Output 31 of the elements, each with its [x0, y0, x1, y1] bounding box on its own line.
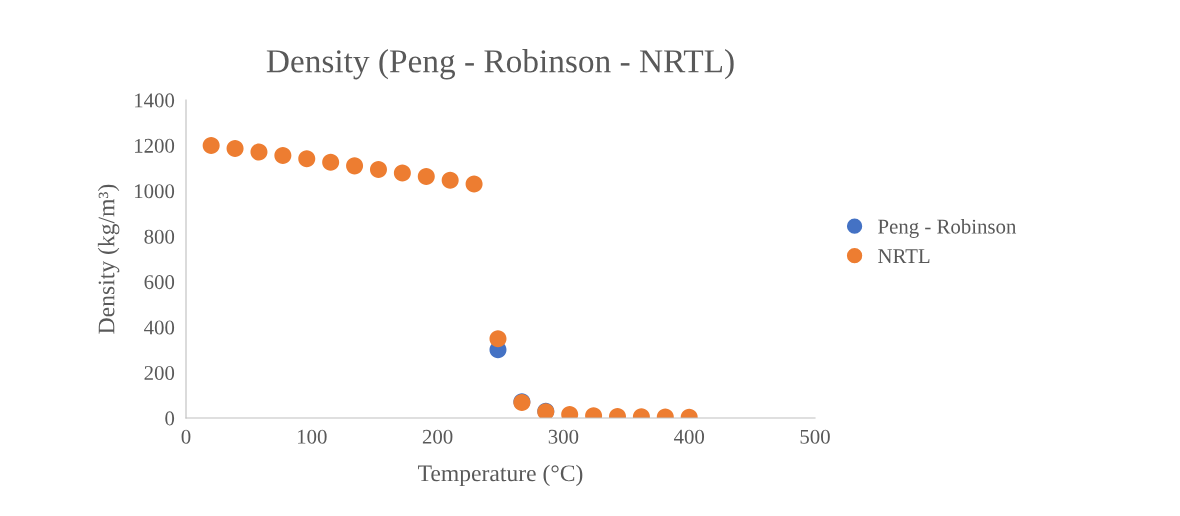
- y-axis-title: Density (kg/m³): [97, 184, 120, 334]
- x-tick-label: 100: [298, 429, 327, 444]
- y-tick-label: 0: [165, 411, 175, 426]
- point: [226, 140, 244, 158]
- point: [274, 146, 292, 164]
- legend-label: NRTL: [878, 249, 930, 263]
- point: [250, 143, 268, 161]
- point: [346, 157, 364, 175]
- x-tick-label: 400: [673, 429, 705, 444]
- y-tick-label: 600: [144, 275, 175, 290]
- y-tick-label: 200: [144, 365, 175, 380]
- legend-label: Peng - Robinson: [878, 218, 1017, 238]
- point: [465, 175, 483, 193]
- x-tick-label: 300: [548, 429, 579, 444]
- x-tick-label: 0: [181, 429, 191, 444]
- point: [441, 171, 459, 189]
- x-axis-title: Temperature (°C): [418, 464, 583, 487]
- point: [322, 153, 340, 171]
- point: [417, 168, 435, 186]
- x-tick-label: 200: [422, 429, 453, 444]
- point: [393, 164, 411, 182]
- point: [369, 161, 387, 179]
- y-tick-label: 800: [144, 229, 175, 244]
- point: [202, 136, 220, 154]
- x-tick-label: 500: [800, 429, 830, 444]
- chart-title: Density (Peng - Robinson - NRTL): [266, 49, 734, 80]
- y-tick-label: 1400: [135, 93, 175, 108]
- y-tick-label: 1200: [135, 138, 175, 153]
- y-tick-label: 1000: [135, 184, 175, 199]
- point: [298, 150, 316, 168]
- y-tick-label: 400: [144, 320, 175, 335]
